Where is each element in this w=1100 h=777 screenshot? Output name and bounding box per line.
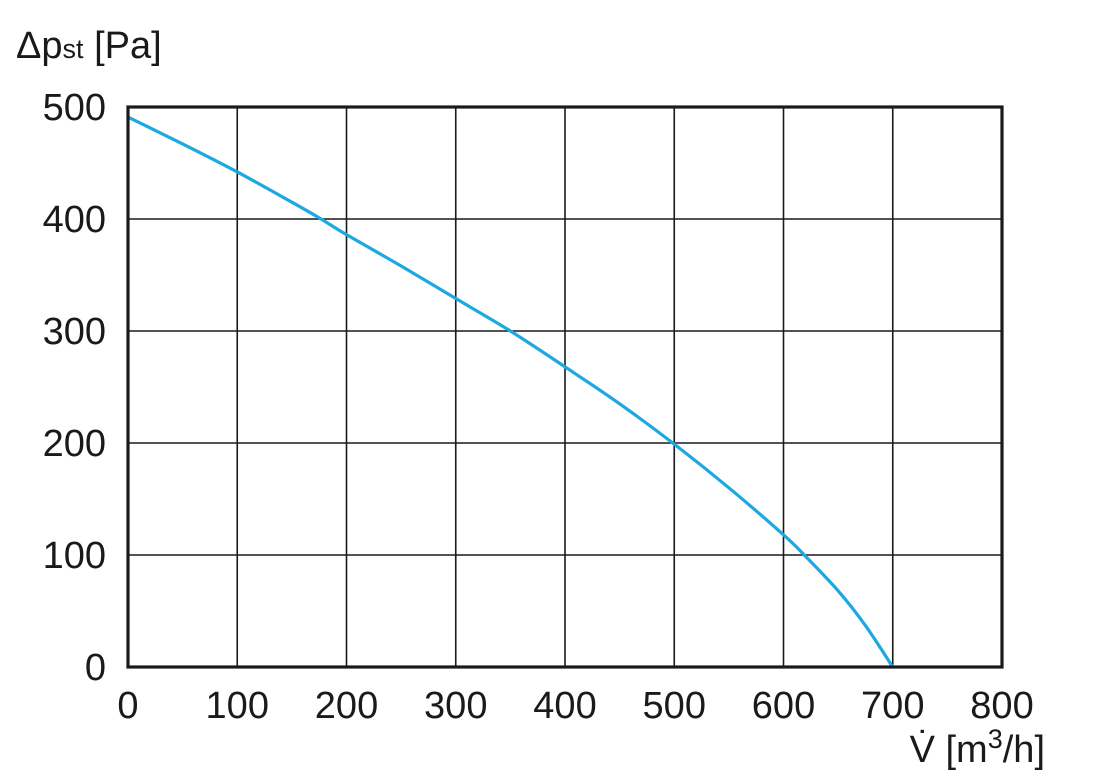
x-axis-label-unit-open: [m bbox=[935, 729, 988, 771]
x-tick-label-100: 100 bbox=[206, 685, 269, 727]
y-axis-label: Δpst [Pa] bbox=[16, 25, 162, 67]
series-line-0 bbox=[126, 115, 895, 669]
x-tick-label-0: 0 bbox=[117, 685, 138, 727]
y-tick-label-300: 300 bbox=[43, 311, 106, 353]
x-tick-label-400: 400 bbox=[533, 685, 596, 727]
x-tick-label-200: 200 bbox=[315, 685, 378, 727]
x-tick-label-700: 700 bbox=[861, 685, 924, 727]
x-tick-label-500: 500 bbox=[643, 685, 706, 727]
y-tick-labels: 0 100 200 300 400 500 bbox=[43, 87, 106, 689]
x-axis-label-superscript: 3 bbox=[988, 724, 1003, 754]
x-tick-labels: 0 100 200 300 400 500 600 700 800 bbox=[117, 685, 1033, 727]
x-tick-label-300: 300 bbox=[424, 685, 487, 727]
y-axis-label-symbol: Δp bbox=[16, 25, 63, 67]
y-tick-label-500: 500 bbox=[43, 87, 106, 129]
plot-frame bbox=[126, 105, 1004, 669]
series-layer bbox=[126, 115, 895, 669]
y-tick-label-200: 200 bbox=[43, 423, 106, 465]
x-tick-label-800: 800 bbox=[970, 685, 1033, 727]
x-axis-label: V̇ [m3/h] bbox=[910, 724, 1045, 771]
grid-lines bbox=[128, 107, 1002, 667]
x-tick-label-600: 600 bbox=[752, 685, 815, 727]
y-tick-label-100: 100 bbox=[43, 535, 106, 577]
y-tick-label-0: 0 bbox=[85, 647, 106, 689]
x-axis-label-unit-close: /h] bbox=[1003, 729, 1045, 771]
y-axis-label-subscript: st bbox=[63, 34, 85, 64]
y-axis-label-unit: [Pa] bbox=[84, 25, 162, 67]
y-tick-label-400: 400 bbox=[43, 199, 106, 241]
x-axis-label-symbol: V̇ bbox=[910, 728, 936, 771]
